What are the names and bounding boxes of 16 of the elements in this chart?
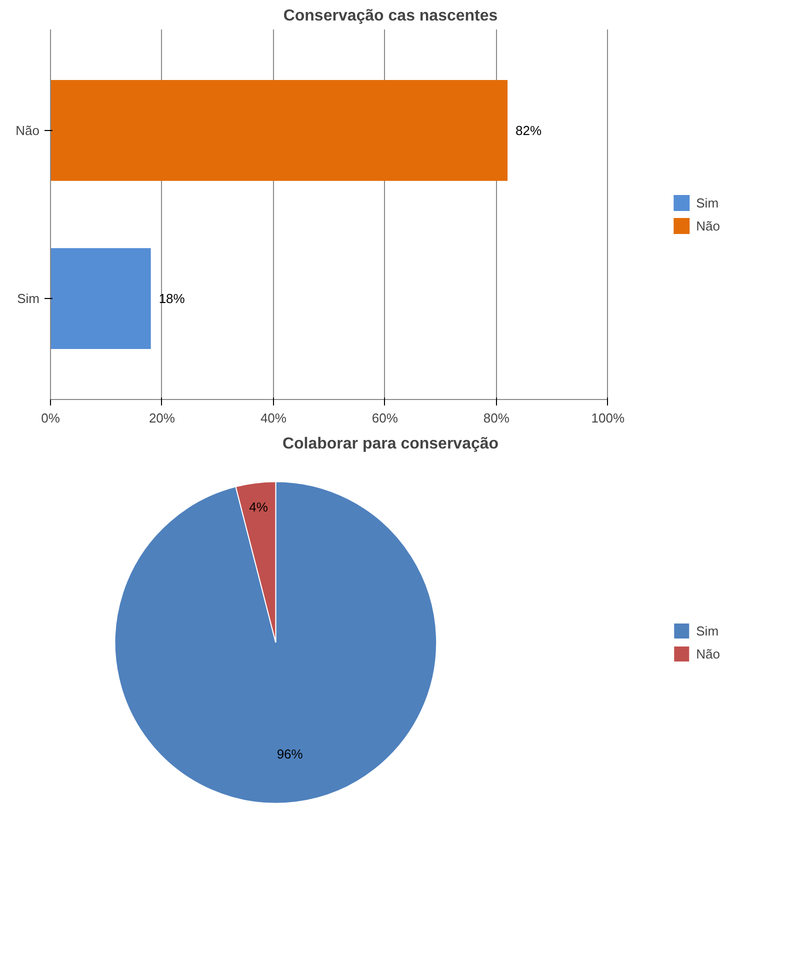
x-tick-label: 80% — [483, 410, 510, 426]
chart-title: Colaborar para conservação — [282, 436, 499, 452]
legend-label: Não — [696, 218, 720, 233]
data-label: 18% — [158, 291, 186, 306]
x-tick-label: 60% — [372, 410, 398, 426]
x-tick-label: 100% — [591, 410, 625, 426]
data-label: 82% — [516, 122, 542, 138]
data-label: 4% — [249, 499, 268, 514]
x-tick-label: 40% — [260, 410, 287, 426]
legend-label: Sim — [696, 623, 719, 638]
chart-title: Conservação cas nascentes — [283, 8, 498, 24]
legend-label: Sim — [696, 195, 719, 210]
legend-label: Não — [696, 646, 720, 661]
x-tick-label: 20% — [148, 410, 176, 426]
data-label: 96% — [276, 746, 304, 762]
x-tick-label: 0% — [41, 410, 60, 426]
